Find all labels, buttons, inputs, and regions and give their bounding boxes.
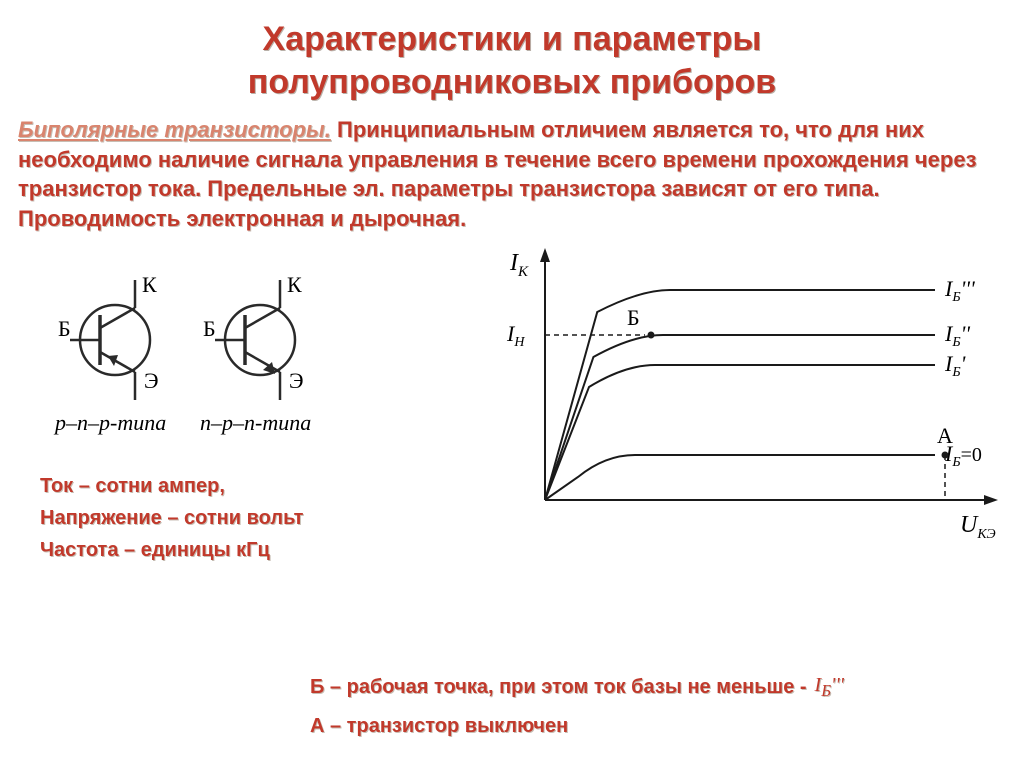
svg-text:Б: Б [203,316,216,341]
svg-text:p–n–p-типа: p–n–p-типа [53,410,166,435]
svg-text:Б: Б [58,316,71,341]
diagram-area: Б К Э p–n–p-типа Б К Э n–p–n-типа [0,250,1024,610]
svg-text:К: К [142,272,157,297]
svg-text:IБ''': IБ''' [944,276,975,305]
param-voltage: Напряжение – сотни вольт [40,502,303,534]
transistor-svg: Б К Э p–n–p-типа Б К Э n–p–n-типа [40,260,340,460]
pnp-symbol: Б К Э p–n–p-типа [53,272,166,435]
svg-text:IК: IК [509,250,529,280]
iv-chart: IКUКЭIНIБ'''IБ''IБ'IБ=0БА [490,240,1010,565]
svg-text:IБ'': IБ'' [944,321,970,350]
svg-text:IН: IН [506,321,525,350]
page-title: Характеристики и параметры полупроводник… [0,0,1024,103]
svg-text:А: А [937,423,953,448]
title-line1: Характеристики и параметры [263,20,762,58]
transistor-symbols: Б К Э p–n–p-типа Б К Э n–p–n-типа [40,260,340,465]
iv-chart-svg: IКUКЭIНIБ'''IБ''IБ'IБ=0БА [490,240,1010,560]
params-list: Ток – сотни ампер, Напряжение – сотни во… [40,470,303,566]
svg-text:Б: Б [627,305,640,330]
svg-text:n–p–n-типа: n–p–n-типа [200,410,311,435]
param-frequency: Частота – единицы кГц [40,534,303,566]
intro-paragraph: Биполярные транзисторы. Принципиальным о… [0,103,1024,240]
subtitle-link: Биполярные транзисторы. [18,117,331,142]
ib-triple-prime: IБ''' [815,666,844,707]
footer-line-a: А – транзистор выключен [310,707,844,745]
svg-text:Э: Э [289,368,304,393]
svg-text:К: К [287,272,302,297]
svg-text:Э: Э [144,368,159,393]
svg-text:UКЭ: UКЭ [960,512,996,542]
footer-line-b: Б – рабочая точка, при этом ток базы не … [310,666,844,707]
svg-text:IБ': IБ' [944,351,966,380]
footer-notes: Б – рабочая точка, при этом ток базы не … [310,666,844,745]
title-line2: полупроводниковых приборов [248,63,776,101]
param-current: Ток – сотни ампер, [40,470,303,502]
npn-symbol: Б К Э n–p–n-типа [200,272,311,435]
